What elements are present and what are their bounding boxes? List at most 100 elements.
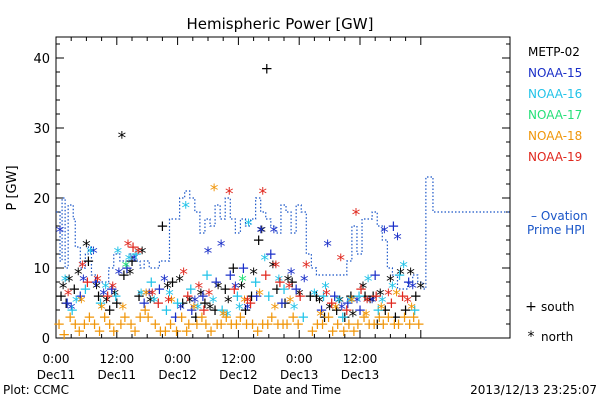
data-point: * xyxy=(225,185,234,205)
data-point: + xyxy=(219,280,232,298)
data-point: * xyxy=(150,293,159,313)
data-point: + xyxy=(239,301,252,319)
data-point: + xyxy=(240,315,253,333)
data-point: + xyxy=(328,287,341,305)
data-point: + xyxy=(64,308,77,326)
data-point: + xyxy=(215,315,228,333)
data-point: + xyxy=(402,273,415,291)
data-point: + xyxy=(196,308,209,326)
data-point: + xyxy=(292,315,305,333)
data-point: + xyxy=(306,322,319,340)
x-tick-time-label: 0:00 xyxy=(286,352,313,366)
data-point: + xyxy=(55,287,68,305)
data-point: * xyxy=(167,293,176,313)
data-point: * xyxy=(235,300,244,320)
data-point: + xyxy=(377,315,390,333)
data-point: + xyxy=(60,294,73,312)
plot-credit: Plot: CCMC xyxy=(3,383,69,397)
data-point: * xyxy=(59,279,68,299)
data-point: * xyxy=(249,265,258,285)
data-point: + xyxy=(370,287,383,305)
data-point: * xyxy=(86,244,95,264)
data-point: * xyxy=(224,293,233,313)
legend: METP-02 NOAA-15 NOAA-16 NOAA-17 NOAA-18 NOAA-… xyxy=(528,45,582,164)
data-point: * xyxy=(238,272,247,292)
data-point: * xyxy=(181,199,190,219)
data-point: + xyxy=(251,322,264,340)
data-point: * xyxy=(217,237,226,257)
data-point: * xyxy=(417,279,426,299)
data-point: + xyxy=(231,287,244,305)
series-metp-02-south: ++++++++++++++++++++++++++++ +++ +++++++ xyxy=(55,60,422,334)
x-tick-date-label: Dec13 xyxy=(280,368,319,382)
data-point: + xyxy=(83,308,96,326)
data-point: * xyxy=(258,185,267,205)
data-point: + xyxy=(127,238,140,256)
data-point: + xyxy=(225,315,238,333)
data-point: + xyxy=(199,294,212,312)
data-point: + xyxy=(297,308,310,326)
data-point: * xyxy=(378,293,387,313)
data-point: * xyxy=(197,286,206,306)
data-point: + xyxy=(311,315,324,333)
x-axis: 0:00 Dec11 12:00 Dec11 0:00 Dec12 12:00 Dec12 0:… xyxy=(37,37,422,382)
data-point: * xyxy=(56,223,65,243)
data-point: + xyxy=(156,217,169,235)
data-point: * xyxy=(310,286,319,306)
data-point: + xyxy=(105,280,118,298)
x-tick-date-label: Dec11 xyxy=(98,368,137,382)
data-point: + xyxy=(244,294,257,312)
x-tick-time-label: 12:00 xyxy=(100,352,135,366)
data-point: + xyxy=(261,315,274,333)
data-point: * xyxy=(89,244,98,264)
legend-entry: NOAA-17 xyxy=(528,108,582,122)
data-point: + xyxy=(316,315,329,333)
data-point: * xyxy=(396,265,405,285)
data-point: + xyxy=(98,308,111,326)
data-point: + xyxy=(256,315,269,333)
series-noaa-16-south: +++ +++++++++++ ++++++++ xyxy=(66,245,421,326)
data-point: * xyxy=(125,251,134,271)
series-noaa-19-north: *** ** ** *** *********** * * xyxy=(64,185,412,314)
data-point: * xyxy=(269,258,278,278)
data-point: * xyxy=(287,265,296,285)
data-point: * xyxy=(74,265,83,285)
data-point: + xyxy=(103,315,116,333)
data-point: + xyxy=(145,273,158,291)
data-point: * xyxy=(214,279,223,299)
data-point: * xyxy=(316,307,325,327)
data-point: * xyxy=(148,286,157,306)
data-point: * xyxy=(286,293,295,313)
series-noaa-19-south: ++++ +++++ ++ + ++ + ++ xyxy=(81,238,409,319)
data-point: * xyxy=(380,223,389,243)
data-point: + xyxy=(81,273,94,291)
data-point: + xyxy=(175,308,188,326)
x-tick-time-label: 12:00 xyxy=(221,352,256,366)
data-point: * xyxy=(146,293,155,313)
data-point: + xyxy=(197,287,210,305)
data-point: * xyxy=(179,265,188,285)
data-point: + xyxy=(286,273,299,291)
data-point: + xyxy=(107,322,120,340)
data-point: + xyxy=(278,280,291,298)
data-point: * xyxy=(186,293,195,313)
data-point: + xyxy=(185,301,198,319)
data-point: + xyxy=(198,301,211,319)
data-point: + xyxy=(352,315,365,333)
data-point: + xyxy=(403,315,416,333)
marker-legend-symbol: * xyxy=(528,329,535,345)
marker-legend: + south * north xyxy=(525,299,574,345)
data-point: * xyxy=(270,223,279,243)
data-point: * xyxy=(363,293,372,313)
data-point: + xyxy=(343,315,356,333)
data-point: + xyxy=(61,294,74,312)
data-point: + xyxy=(372,301,385,319)
data-point: + xyxy=(78,315,91,333)
data-point: + xyxy=(337,322,350,340)
data-point: + xyxy=(164,315,177,333)
data-point: + xyxy=(216,301,229,319)
marker-legend-label: south xyxy=(541,300,575,314)
data-point: + xyxy=(133,287,146,305)
data-point: + xyxy=(211,315,224,333)
data-point: + xyxy=(142,308,155,326)
